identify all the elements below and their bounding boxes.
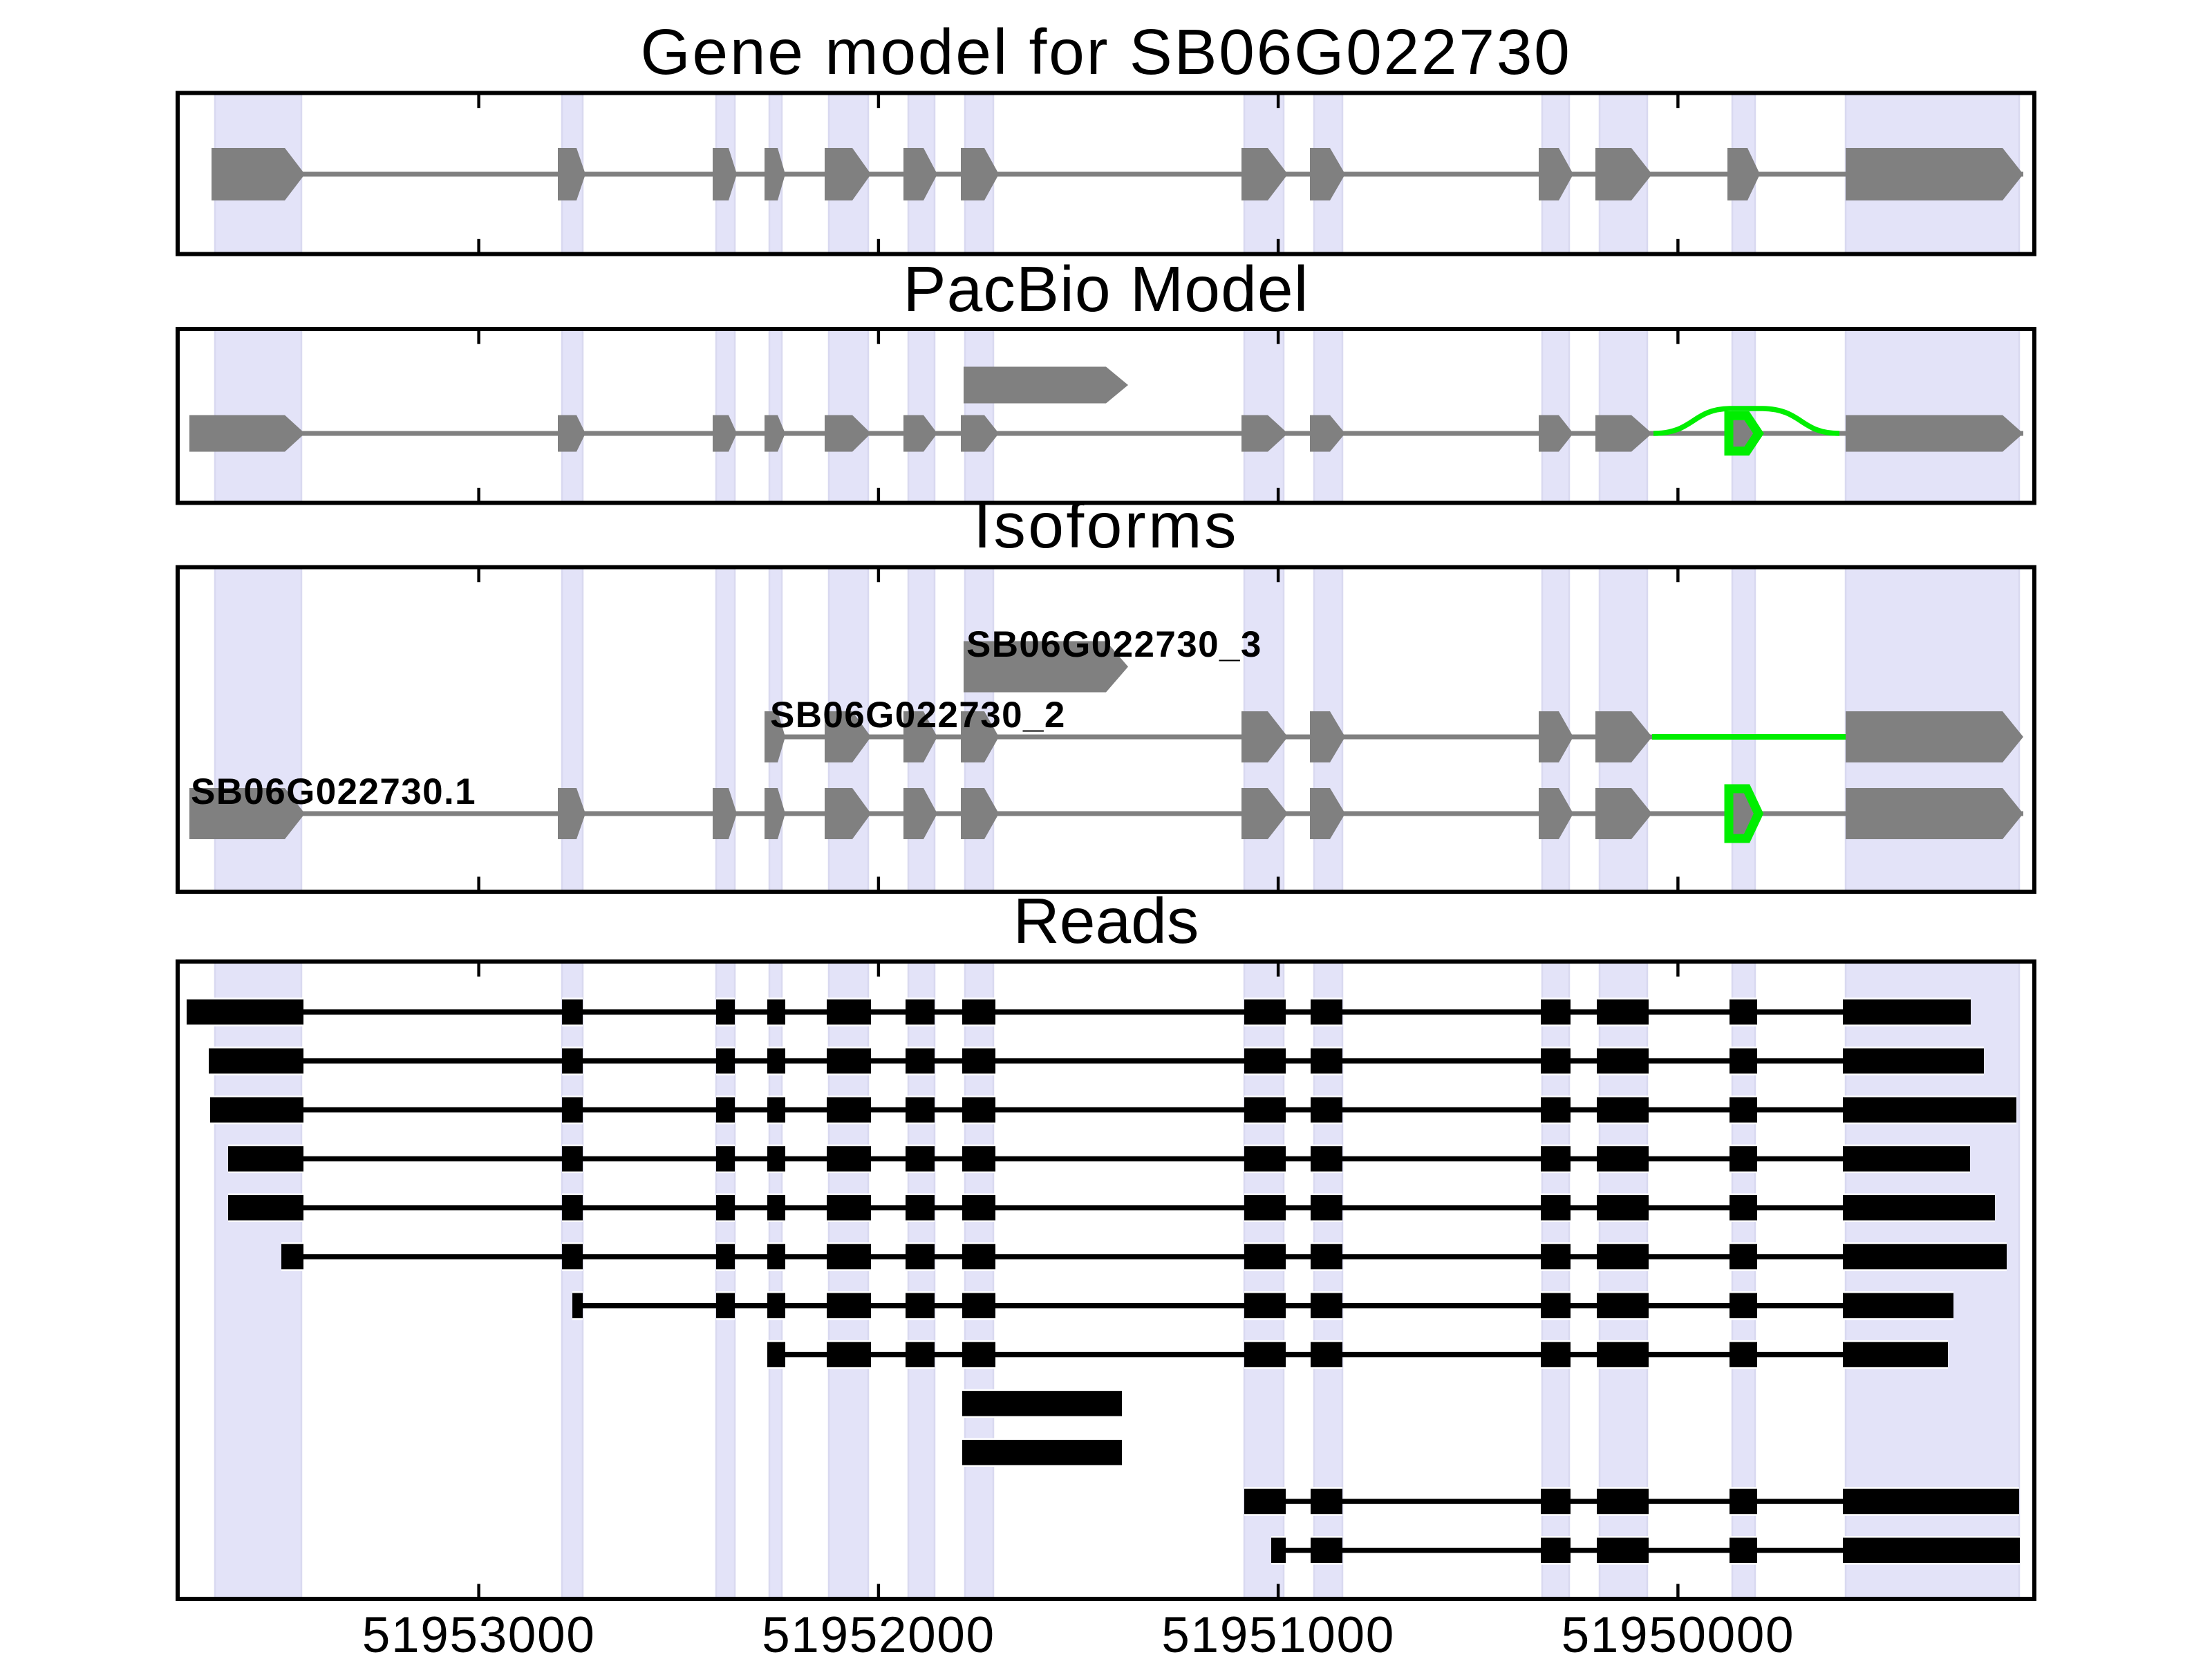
svg-text:Gene model for SB06G022730: Gene model for SB06G022730 (640, 16, 1571, 88)
svg-text:SB06G022730_3: SB06G022730_3 (966, 624, 1262, 665)
svg-text:51951000: 51951000 (1161, 1607, 1395, 1659)
svg-text:SB06G022730_2: SB06G022730_2 (770, 695, 1066, 735)
svg-text:Isoforms: Isoforms (973, 489, 1239, 561)
svg-text:Reads: Reads (1013, 885, 1199, 957)
svg-text:51950000: 51950000 (1562, 1607, 1795, 1659)
svg-text:SB06G022730.1: SB06G022730.1 (191, 771, 476, 812)
svg-text:51952000: 51952000 (762, 1607, 995, 1659)
svg-text:51953000: 51953000 (362, 1607, 596, 1659)
svg-text:PacBio Model: PacBio Model (903, 253, 1309, 325)
